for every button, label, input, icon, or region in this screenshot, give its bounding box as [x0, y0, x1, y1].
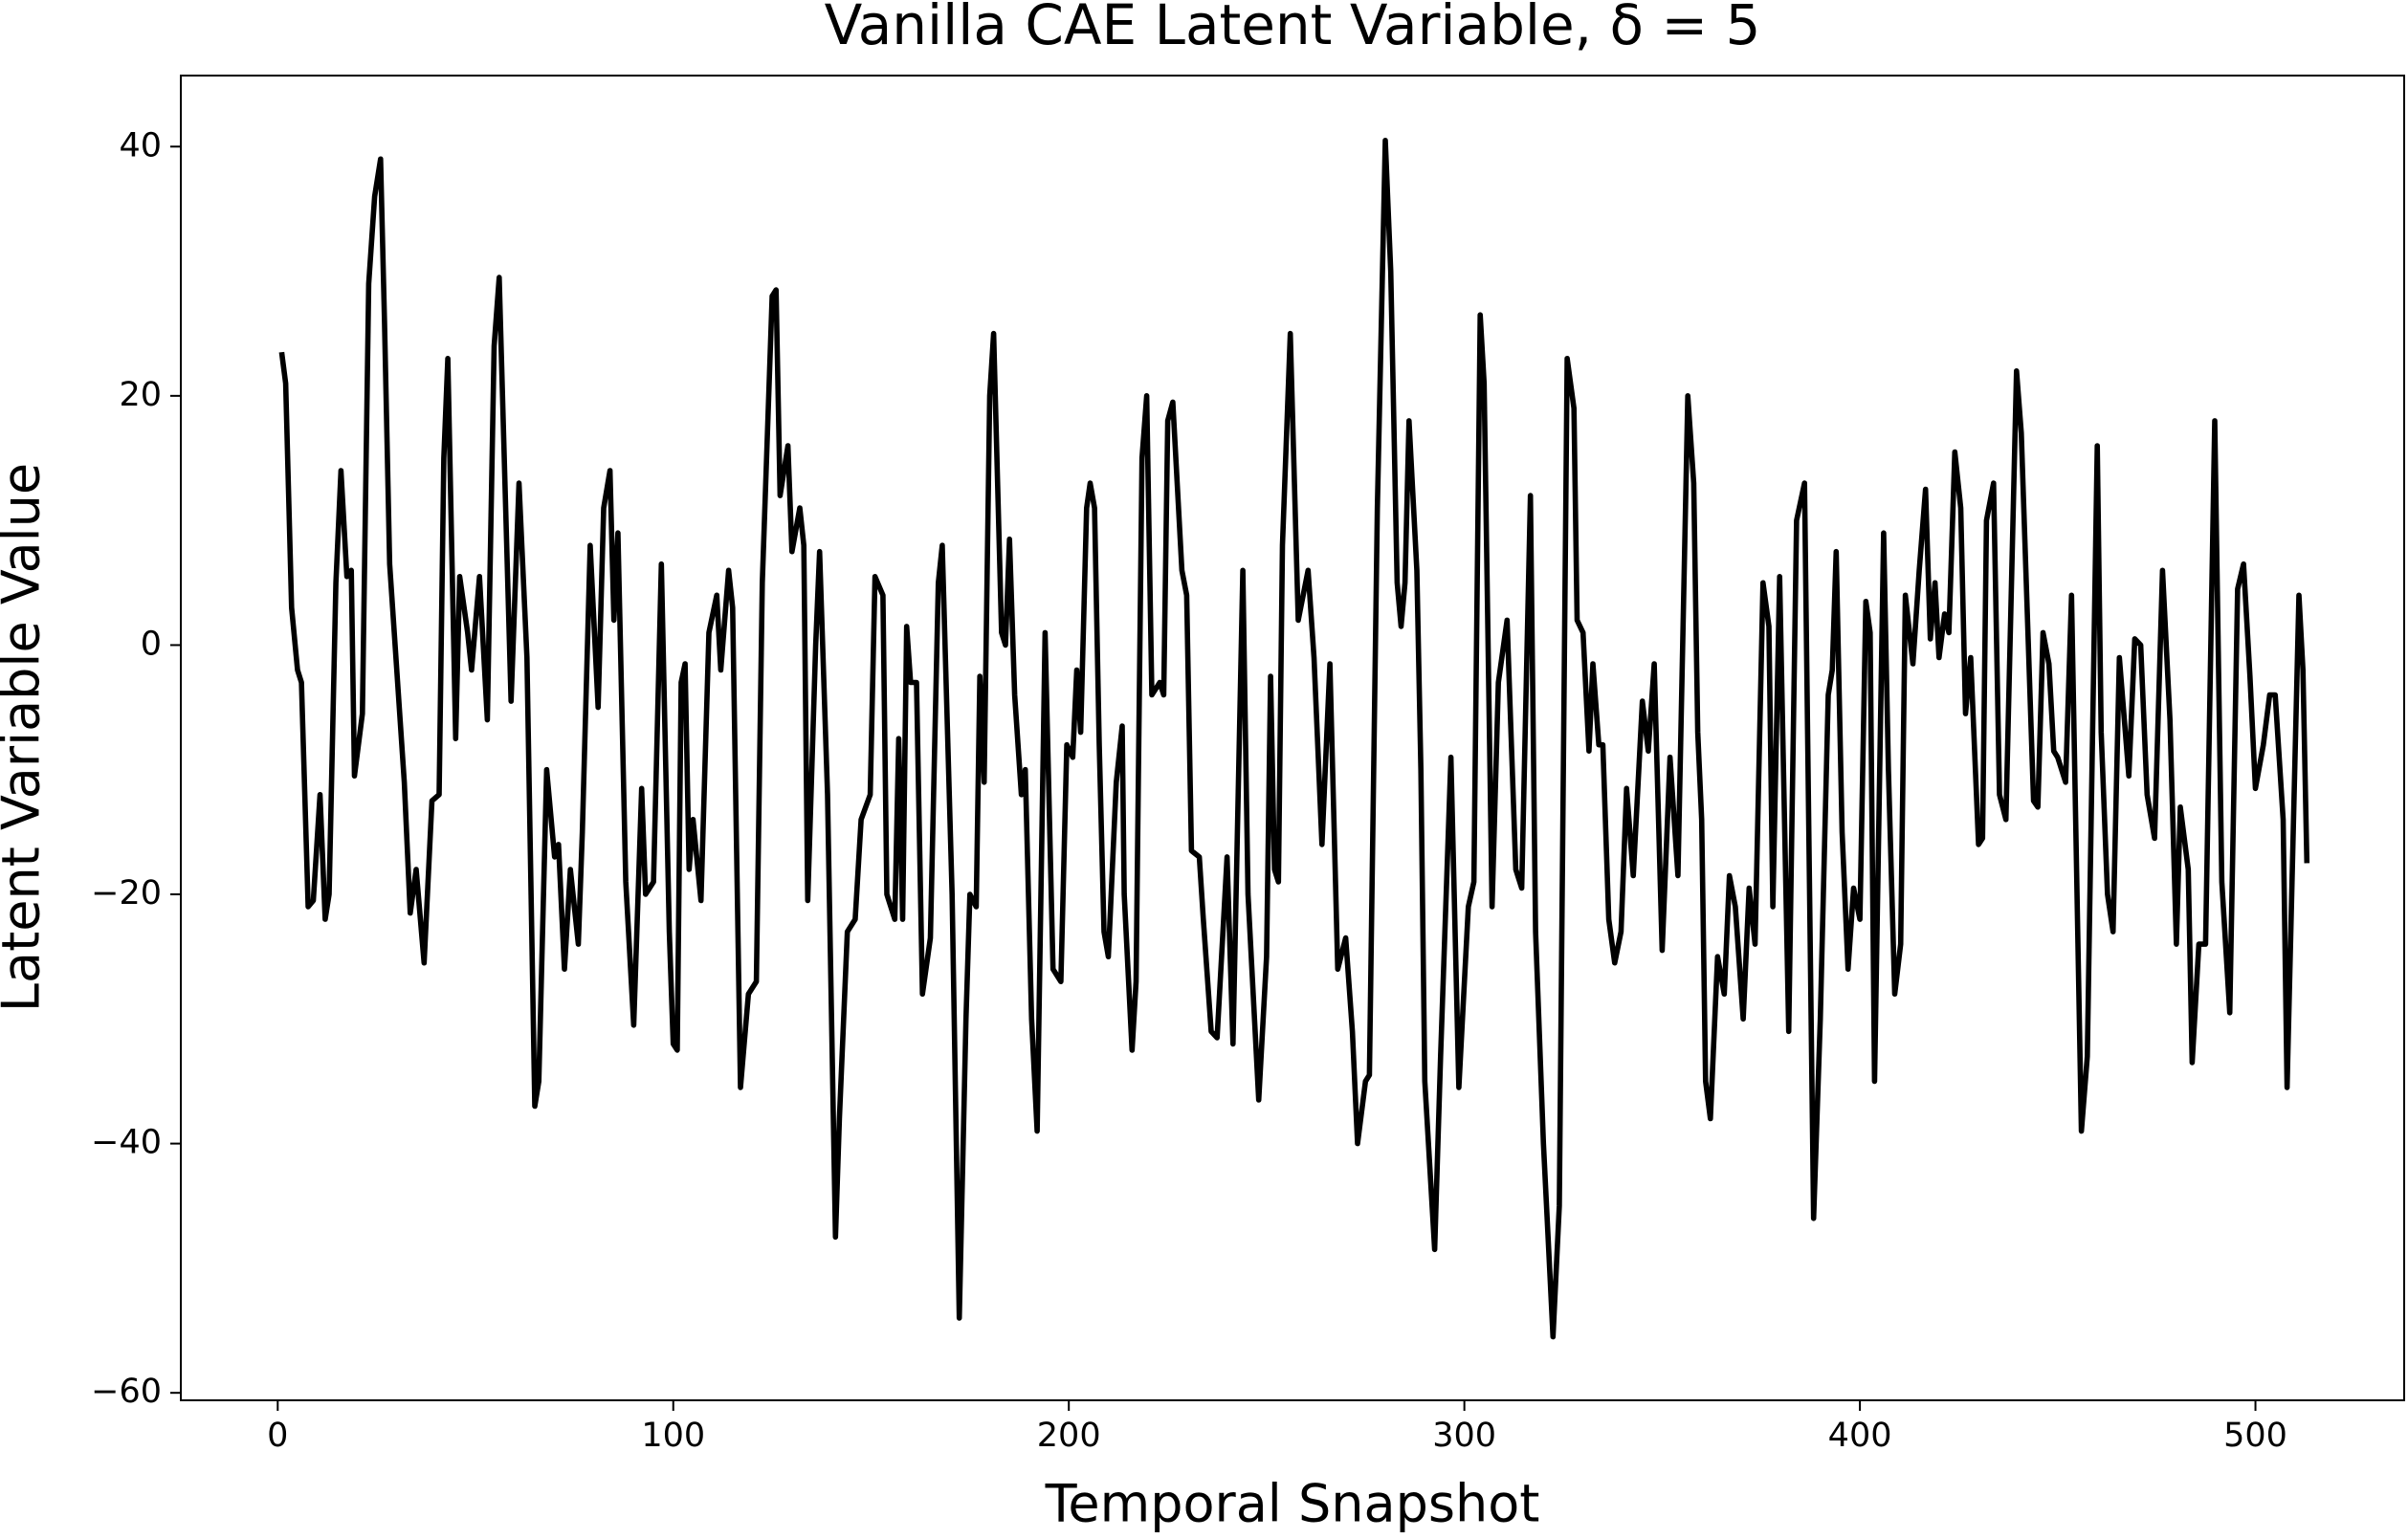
x-tick-label: 500 — [2223, 1417, 2287, 1455]
y-tick-label: −20 — [91, 874, 162, 912]
chart-title: Vanilla CAE Latent Variable, δ = 5 — [825, 0, 1761, 57]
y-axis-label: Latent Variable Value — [0, 463, 52, 1012]
x-axis-label: Temporal Snapshot — [1045, 1474, 1540, 1534]
x-tick-label: 200 — [1037, 1417, 1101, 1455]
y-tick-label: −40 — [91, 1124, 162, 1162]
data-line — [278, 138, 2310, 1340]
y-tick-label: 20 — [119, 376, 162, 414]
x-tick-label: 100 — [641, 1417, 705, 1455]
x-tick-label: 400 — [1828, 1417, 1892, 1455]
x-tick-label: 300 — [1432, 1417, 1496, 1455]
plot-frame — [180, 75, 2405, 1401]
y-tick-label: 0 — [141, 625, 162, 663]
x-tick-label: 0 — [267, 1417, 288, 1455]
y-tick-label: −60 — [91, 1373, 162, 1411]
y-tick-label: 40 — [119, 126, 162, 165]
